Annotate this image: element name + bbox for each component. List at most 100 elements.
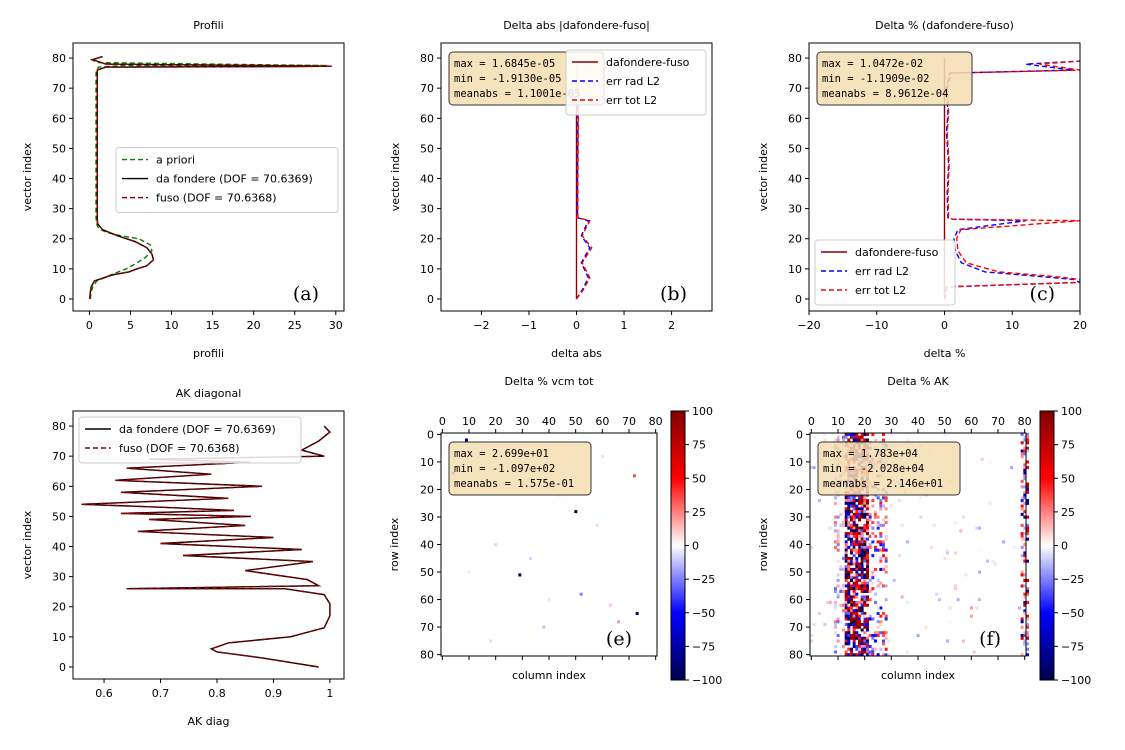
heatmap-cell (860, 504, 864, 508)
heatmap-cell (866, 512, 869, 516)
heatmap-cell (874, 567, 877, 571)
heatmap-cell (866, 595, 869, 599)
y-tick-label: 50 (52, 142, 66, 155)
x-tick-label: 60 (595, 415, 609, 428)
legend-entry: err tot L2 (855, 284, 906, 297)
y-tick-label: 30 (52, 203, 66, 216)
heatmap-cell (863, 526, 867, 530)
heatmap-cell (844, 603, 848, 607)
heatmap-cell (879, 622, 883, 627)
heatmap-cell (975, 526, 979, 530)
heatmap-cell (978, 526, 981, 530)
y-tick-label: 70 (420, 82, 434, 95)
stats-box: max = 1.783e+04 min = -2.028e+04 meanabs =… (817, 441, 961, 496)
heatmap-cell (844, 515, 848, 519)
heatmap-cell (876, 584, 880, 588)
heatmap-cell (860, 600, 864, 604)
heatmap-cell (935, 592, 939, 596)
heatmap-cell (852, 521, 856, 525)
heatmap-cell (1026, 532, 1029, 536)
heatmap-cell (858, 642, 861, 646)
axes-frame (72, 410, 345, 680)
heatmap-cell (850, 499, 853, 503)
heatmap-cell (874, 548, 877, 552)
heatmap-cell (844, 548, 848, 552)
heatmap-cell (860, 603, 864, 607)
stats-box: max = 1.6845e-05 min = -1.9130e-05 meanabs… (448, 51, 605, 106)
heatmap-cell (871, 554, 875, 558)
colorbar-tick-label: 100 (1061, 405, 1082, 418)
heatmap-cell (898, 554, 901, 558)
heatmap-cell (858, 534, 861, 538)
heatmap-cell (1026, 636, 1029, 640)
heatmap-cell (858, 548, 861, 552)
legend-entry: da fondere (DOF = 70.6369) (119, 423, 276, 436)
heatmap-cell (855, 565, 859, 569)
heatmap-cell (871, 647, 875, 651)
heatmap-cell (836, 620, 840, 624)
heatmap-cell (860, 548, 864, 552)
heatmap-cell (991, 559, 995, 563)
heatmap-cell (844, 543, 848, 547)
heatmap-cell (1020, 534, 1024, 538)
heatmap-cell (866, 551, 869, 555)
heatmap-cell (855, 512, 859, 516)
heatmap-cell (1023, 466, 1027, 470)
y-tick-label: 40 (52, 173, 66, 186)
heatmap-cell (946, 551, 949, 555)
heatmap-cell (879, 504, 883, 508)
y-tick-label: 50 (420, 566, 434, 579)
heatmap-cell (1023, 510, 1027, 514)
heatmap-cell (1020, 573, 1024, 577)
heatmap-cell (863, 600, 867, 604)
stats-box: max = 1.0472e-02 min = -1.1909e-02 meanabs… (816, 51, 973, 106)
heatmap-cell (850, 435, 853, 439)
heatmap-cell (850, 562, 853, 566)
heatmap-cell (866, 438, 869, 442)
heatmap-cell (860, 554, 864, 558)
heatmap-cell (834, 589, 837, 593)
panel-letter: (b) (660, 283, 687, 305)
panel-title: Delta abs |dafondere-fuso| (503, 19, 650, 32)
x-tick-label: 40 (911, 415, 925, 428)
heatmap-cell (1023, 537, 1027, 541)
heatmap-cell (847, 576, 851, 580)
heatmap-cell (868, 523, 872, 527)
heatmap-cell (847, 622, 851, 627)
y-tick-label: 30 (52, 571, 66, 584)
heatmap-cell (882, 504, 885, 508)
heatmap-cell (847, 496, 851, 500)
heatmap-cell (1026, 617, 1029, 621)
heatmap-cell (850, 584, 853, 588)
y-tick-label: 50 (52, 510, 66, 523)
heatmap-cell (1023, 639, 1027, 643)
heatmap-cell (882, 540, 885, 544)
heatmap-cell (860, 562, 864, 566)
heatmap-cell (868, 598, 872, 602)
heatmap-cell (844, 501, 848, 505)
heatmap-cell (876, 606, 880, 610)
stats-line: max = 1.6845e-05 (454, 58, 555, 70)
heatmap-cell (842, 609, 845, 613)
colorbar-tick-label: −50 (1061, 607, 1084, 620)
x-axis-label: delta % (924, 347, 966, 360)
heatmap-cell (874, 633, 877, 638)
heatmap-cell (852, 518, 856, 522)
x-tick-label: 0.7 (152, 687, 170, 700)
heatmap-cell (863, 540, 867, 544)
x-axis-label: delta abs (551, 347, 602, 360)
stats-line: max = 2.699e+01 (454, 448, 549, 460)
heatmap-cell (850, 496, 853, 500)
heatmap-cell (852, 543, 856, 547)
heatmap-cell (863, 595, 867, 599)
panel-c-delta-percent: Delta % (dafondere-fuso) −20 −10 0 10 20 0 10 20… (757, 19, 1087, 360)
heatmap-cell (1020, 537, 1024, 541)
heatmap-cell (836, 543, 840, 547)
colorbar-tick-label: −25 (1061, 573, 1084, 586)
heatmap-cell (1020, 633, 1024, 638)
heatmap-cell (855, 435, 859, 439)
heatmap-cell (855, 578, 859, 582)
heatmap-cell (863, 512, 867, 516)
heatmap-cell (844, 565, 848, 569)
panel-title: Delta % vcm tot (505, 375, 595, 388)
